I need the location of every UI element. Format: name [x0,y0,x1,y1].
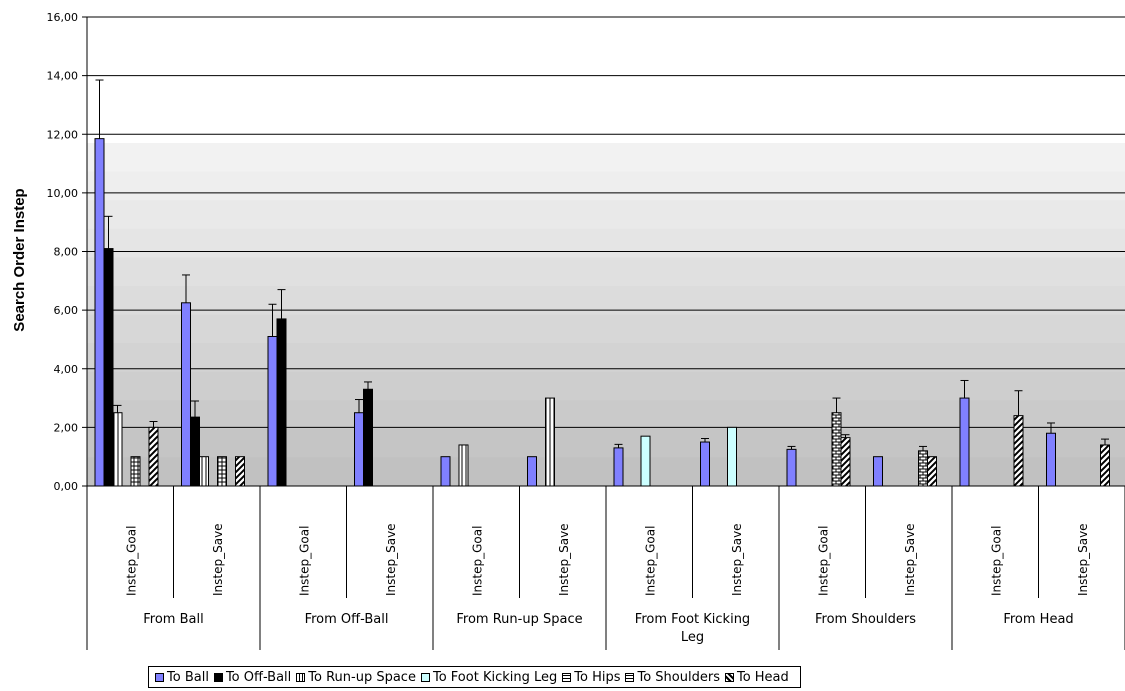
category-label: Instep_Save [1076,523,1090,596]
bar [918,450,928,487]
group-label: From Ball [143,612,203,627]
bar [181,302,191,487]
y-axis-label: Search Order Instep [11,188,28,331]
legend-label: To Hips [574,669,621,685]
group-label: From Shoulders [815,612,916,627]
bar [840,437,851,487]
group-label: From Foot Kicking [635,612,750,627]
y-tick-label: 10,00 [47,187,79,200]
category-label: Instep_Goal [470,526,484,596]
category-label: Instep_Goal [989,526,1003,596]
bar [1013,415,1024,487]
y-tick-label: 12,00 [47,128,79,141]
y-tick-label: 6,00 [54,304,79,317]
legend-swatch [296,672,306,682]
y-tick-label: 16,00 [47,11,79,24]
group-label: From Off-Ball [305,612,389,627]
legend-item: To Foot Kicking Leg [420,669,558,685]
axes [86,17,1125,650]
legend-label: To Run-up Space [308,669,416,685]
category-label: Instep_Save [903,523,917,596]
category-label: Instep_Save [211,523,225,596]
y-tick-label: 4,00 [54,363,79,376]
legend-swatch [420,672,430,682]
category-label: Instep_Save [557,523,571,596]
category-label: Instep_Goal [297,526,311,596]
bar [94,138,105,487]
group-label: Leg [681,630,704,645]
group-label: From Head [1003,612,1073,627]
bar [458,444,469,487]
category-label: Instep_Goal [124,526,138,596]
legend-label: To Off-Ball [225,669,292,685]
x-axis-labels: Instep_Goal Instep_Save From Ball Instep_Go… [124,523,1090,645]
bar [199,456,209,487]
bar [440,456,451,487]
legend-item: To Ball [155,670,209,685]
legend-item: To Shoulders [625,669,720,685]
bar [640,435,651,487]
legend-label: To Head [736,669,789,685]
bar [927,456,937,487]
bar [786,448,797,487]
legend-swatch [625,672,635,682]
legend: To Ball To Off-Ball To Run-up Space To Foot… [148,666,801,688]
chart: 0,00 2,00 4,00 6,00 8,00 10,00 12,00 14,00 16,00… [11,11,1125,650]
bar [148,426,159,487]
category-label: Instep_Goal [816,526,830,596]
legend-swatch [155,672,164,682]
bar [1046,432,1056,487]
y-tick-label: 0,00 [54,480,79,493]
group-label: From Run-up Space [456,612,582,627]
legend-item: To Off-Ball [213,669,292,685]
bar [527,456,537,487]
bar [363,388,373,487]
bar [959,397,970,487]
y-tick-label: 2,00 [54,421,79,434]
category-label: Instep_Goal [643,526,657,596]
bar [190,416,200,487]
bar [217,456,227,487]
category-label: Instep_Save [730,523,744,596]
bar [1100,444,1110,487]
bar [130,456,141,487]
bar [613,447,624,487]
y-tick-labels: 0,00 2,00 4,00 6,00 8,00 10,00 12,00 14,00 16,00 [47,11,79,493]
legend-label: To Ball [167,669,209,685]
bar [831,412,842,487]
legend-item: To Hips [562,670,620,685]
bar [700,441,710,487]
bar [727,426,737,487]
y-tick-label: 8,00 [54,246,79,259]
legend-label: To Foot Kicking Leg [432,669,558,685]
bar [267,336,278,487]
legend-item: To Run-up Space [296,670,416,685]
legend-label: To Shoulders [637,669,720,685]
gridlines [82,16,1125,487]
y-tick-label: 14,00 [47,70,79,83]
legend-swatch [724,672,734,682]
legend-swatch [213,672,223,682]
bar [354,412,364,487]
plot-background [87,143,1125,487]
bar [103,248,114,487]
bar [112,412,123,487]
bar [545,397,555,487]
category-label: Instep_Save [384,523,398,596]
bar [235,456,245,487]
legend-item: To Head [724,669,789,685]
bar [873,456,883,487]
bar [276,318,287,487]
error-bars [95,79,1109,451]
legend-swatch [562,672,572,682]
